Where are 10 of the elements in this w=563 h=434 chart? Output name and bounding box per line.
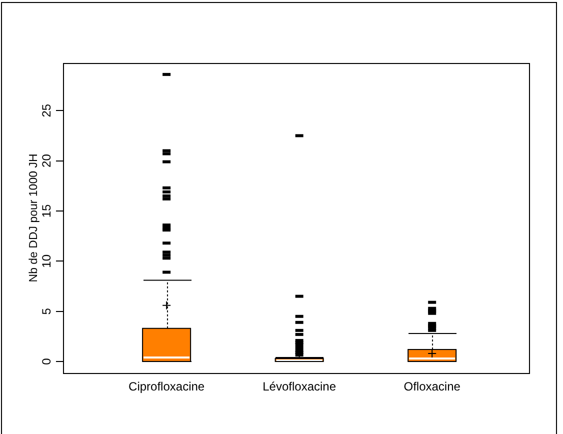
- y-tick-label: 5: [39, 308, 54, 315]
- y-tick-label: 10: [39, 254, 54, 268]
- y-tick-label: 25: [39, 104, 54, 118]
- y-axis-title: Nb de DDJ pour 1000 JH: [28, 154, 40, 282]
- y-tick-label: 20: [39, 154, 54, 168]
- x-tick-label: Ciprofloxacine: [128, 380, 205, 394]
- x-tick-label: Ofloxacine: [404, 380, 461, 394]
- y-tick-label: 0: [39, 358, 54, 365]
- x-tick-label: Lévofloxacine: [262, 380, 336, 394]
- y-tick-label: 15: [39, 204, 54, 218]
